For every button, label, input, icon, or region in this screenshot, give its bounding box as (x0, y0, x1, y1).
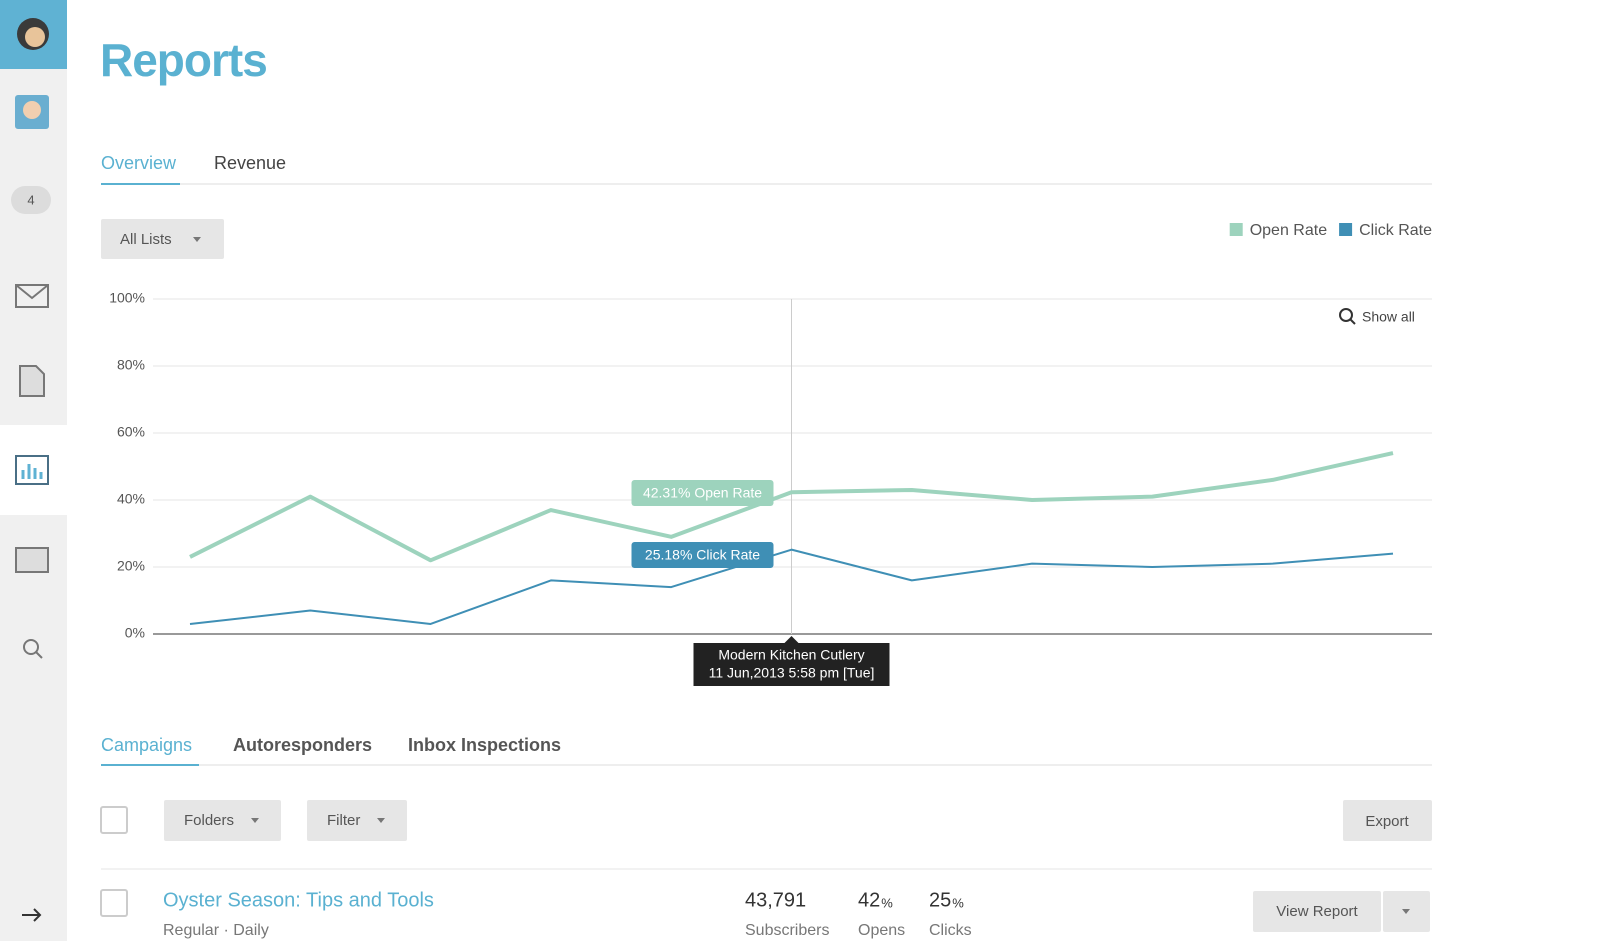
badge[interactable] (11, 186, 51, 214)
select-all-checkbox[interactable] (100, 806, 128, 834)
y-tick-label: 60% (117, 424, 145, 440)
chart: 0% 20% 40% 60% 80% 100% Click Rate Open Rate Sho… (109, 222, 1432, 686)
stat-label: Opens (858, 922, 905, 939)
all-lists-label: All Lists (120, 231, 172, 248)
tab-campaigns[interactable]: Campaigns (101, 735, 192, 755)
stat-label: Subscribers (745, 922, 829, 939)
row-checkbox[interactable] (100, 889, 128, 917)
legend-label: Open Rate (1250, 222, 1327, 239)
dropdown-caret (251, 818, 259, 823)
y-tick-label: 100% (109, 290, 145, 306)
stat-unit: % (881, 895, 893, 910)
stat-label: Clicks (929, 922, 972, 939)
annotation: 42.31% Open Rate (643, 485, 762, 501)
stat-value: 25 (929, 889, 951, 911)
dropdown-caret (193, 237, 201, 242)
tab-autoresponders[interactable]: Autoresponders (233, 735, 372, 755)
page-title: Reports (100, 34, 267, 86)
dropdown-caret (377, 818, 385, 823)
zoom-handle (1349, 318, 1356, 325)
search-icon[interactable] (23, 639, 39, 655)
reports-icon[interactable] (15, 455, 49, 485)
campaign-meta: Regular · Daily (163, 922, 269, 939)
y-tick-label: 20% (117, 558, 145, 574)
reports-bars (21, 464, 43, 479)
tooltip-arrow (784, 636, 799, 643)
view-report-button[interactable] (1253, 891, 1381, 932)
tooltip-box (693, 643, 890, 686)
badge-text: 4 (27, 192, 34, 207)
stat-unit: % (952, 895, 964, 910)
annotation-box (631, 542, 774, 568)
folders-label: Folders (184, 812, 234, 829)
legend-swatch (1229, 223, 1243, 236)
avatar-face (23, 101, 41, 119)
legend-swatch (1339, 223, 1353, 236)
dropdown-caret (1402, 909, 1410, 914)
all-lists-button[interactable] (101, 219, 224, 259)
series-line (189, 548, 1394, 625)
search-handle (35, 651, 43, 659)
series-line (189, 451, 1394, 563)
legend-label: Click Rate (1359, 222, 1432, 239)
export-label: Export (1365, 813, 1409, 830)
tooltip-title: Modern Kitchen Cutlery (718, 647, 864, 663)
y-tick-label: 80% (117, 357, 145, 373)
tooltip-date: 11 Jun,2013 5:58 pm [Tue] (709, 665, 875, 681)
collapse-arrow[interactable] (22, 908, 42, 922)
filter-label: Filter (327, 812, 360, 829)
y-tick-label: 40% (117, 491, 145, 507)
view-report-label: View Report (1276, 903, 1358, 920)
filter-button[interactable] (307, 800, 407, 841)
tab-revenue[interactable]: Revenue (214, 153, 286, 173)
export-button[interactable] (1343, 800, 1432, 841)
stat-value: 43,791 (745, 889, 806, 911)
logo-face (25, 27, 45, 47)
campaign-stats: 43,791 Subscribers 42 % Opens 25 % Clicks (745, 889, 972, 939)
stat-value: 42 (858, 889, 880, 911)
templates-icon[interactable] (19, 365, 45, 397)
folders-button[interactable] (164, 800, 281, 841)
tab-overview[interactable]: Overview (101, 153, 177, 173)
lists-icon[interactable] (15, 547, 49, 573)
annotation-box (631, 480, 774, 506)
campaign-name[interactable]: Oyster Season: Tips and Tools (163, 889, 434, 911)
tab-inbox[interactable]: Inbox Inspections (408, 735, 561, 755)
show-all[interactable]: Show all (1362, 309, 1415, 325)
zoom-icon (1339, 308, 1353, 322)
y-tick-label: 0% (125, 625, 145, 641)
campaigns-icon[interactable] (15, 284, 49, 308)
annotation: 25.18% Click Rate (645, 547, 760, 563)
